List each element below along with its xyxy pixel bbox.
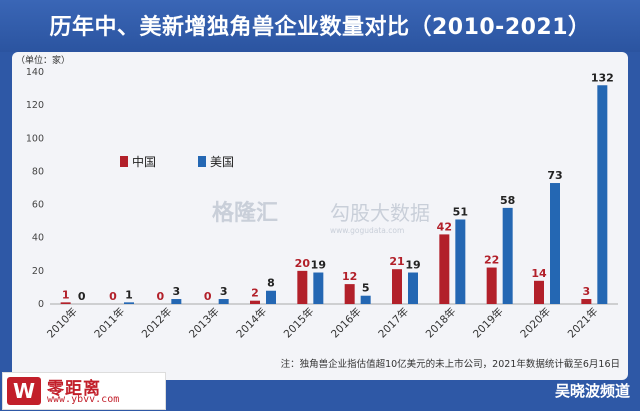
data-label-usa: 8 [267,277,275,290]
bar-usa [266,290,276,304]
channel-name: 吴晓波频道 [554,382,630,400]
y-tick-label: 40 [32,233,44,244]
x-tick-label: 2013年 [186,305,222,341]
x-tick-label: 2018年 [423,305,459,341]
bar-china [250,300,260,304]
site-logo: W 零距离 www.ybvv.com [2,372,166,410]
x-tick-label: 2016年 [328,305,364,341]
data-label-china: 42 [437,220,452,233]
legend-label-china: 中国 [132,154,156,169]
data-label-usa: 58 [500,194,515,207]
x-tick-label: 2017年 [376,305,412,341]
data-label-china: 0 [204,290,212,303]
bar-usa [360,295,371,304]
data-label-usa: 0 [78,290,86,303]
bar-usa [313,272,324,304]
x-tick-label: 2011年 [92,305,128,341]
x-tick-label: 2010年 [44,305,80,341]
y-tick-label: 60 [32,200,44,211]
data-label-china: 20 [295,257,311,270]
watermark-url: www.gogudata.com [330,226,404,235]
data-label-usa: 19 [405,259,420,272]
logo-url: www.ybvv.com [47,394,120,405]
data-label-usa: 51 [453,205,468,218]
data-label-china: 12 [342,270,357,283]
legend-swatch-china [120,156,128,167]
data-label-china: 3 [583,285,591,298]
x-tick-label: 2020年 [518,305,554,341]
page-title: 历年中、美新增独角兽企业数量对比（2010-2021） [49,15,591,40]
data-label-usa: 5 [362,282,370,295]
bar-usa [550,183,560,304]
y-tick-label: 120 [26,100,44,111]
bar-china [392,269,402,304]
bar-china [581,299,592,304]
y-tick-label: 100 [26,133,44,144]
legend-swatch-usa [198,156,206,167]
bar-usa [502,207,513,304]
bar-china [534,280,544,304]
data-label-usa: 3 [220,285,228,298]
y-tick-label: 20 [32,266,44,277]
data-label-china: 22 [484,254,499,267]
logo-name: 零距离 [47,379,101,399]
data-label-usa: 3 [173,285,181,298]
unit-label: （单位：家） [16,54,70,66]
bar-china [486,267,497,304]
bar-chart: （单位：家）格隆汇 勾股大数据www.gogudata.com0204060801… [16,54,618,341]
logo-mark-icon: W [7,377,41,405]
data-label-china: 1 [62,288,70,301]
bar-china [344,284,355,304]
y-tick-label: 80 [32,166,44,177]
bar-usa [171,299,182,304]
header: 历年中、美新增独角兽企业数量对比（2010-2021） [0,0,640,52]
bar-china [297,270,308,304]
x-tick-label: 2015年 [281,305,317,341]
data-label-usa: 73 [547,169,562,182]
bar-usa [455,219,466,304]
data-label-usa: 1 [125,288,133,301]
bar-usa [597,85,608,304]
data-label-china: 2 [251,287,259,300]
data-label-china: 21 [389,255,404,268]
x-tick-label: 2021年 [565,305,601,341]
data-label-usa: 19 [311,259,326,272]
y-tick-label: 0 [38,299,44,310]
data-label-china: 0 [109,290,117,303]
y-tick-label: 140 [26,67,44,78]
bar-usa [124,302,134,304]
x-tick-label: 2012年 [139,305,175,341]
legend-label-usa: 美国 [210,155,234,169]
chart-card: （单位：家） 格隆汇 勾股大数据 www.gogudata.com 0 20 40 60 80 1… [12,52,628,380]
bar-china [439,234,450,304]
footnote: 注：独角兽企业指估值超10亿美元的未上市公司，2021年数据统计截至6月16日 [278,356,622,370]
bar-china [60,302,71,304]
data-label-usa: 132 [591,71,614,84]
watermark-sub: 勾股大数据 [330,201,430,225]
x-tick-label: 2019年 [470,305,506,341]
data-label-china: 0 [157,290,165,303]
bar-usa [408,272,418,304]
x-tick-label: 2014年 [234,305,270,341]
data-label-china: 14 [531,267,547,280]
bar-usa [218,299,229,304]
watermark-brand: 格隆汇 [212,200,278,226]
